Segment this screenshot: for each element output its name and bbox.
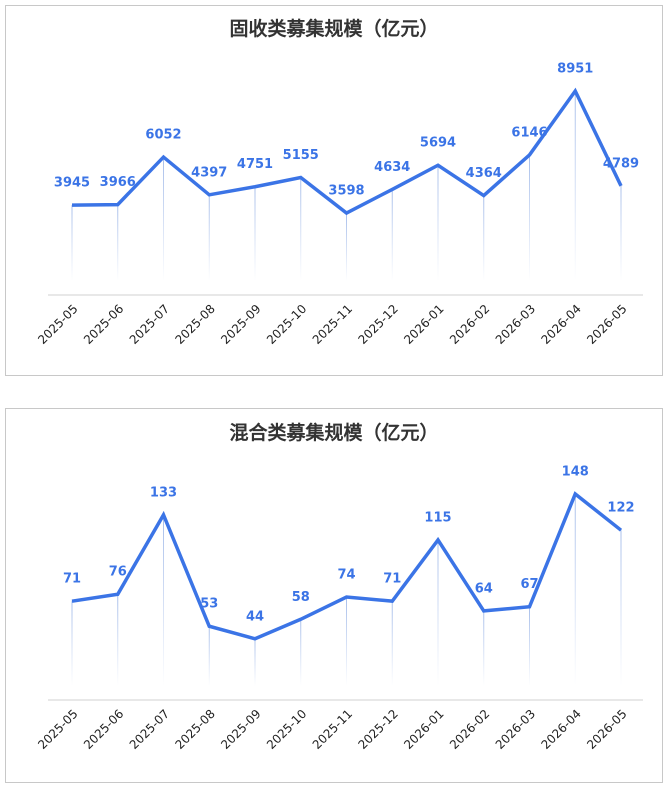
drop-line (254, 186, 256, 281)
drop-line (117, 204, 119, 281)
drop-line (71, 205, 73, 281)
data-label: 76 (109, 565, 127, 580)
data-label: 122 (607, 501, 634, 516)
data-label: 64 (475, 581, 493, 596)
drop-line (437, 165, 439, 281)
drop-line (391, 601, 393, 686)
data-label: 4397 (191, 165, 227, 180)
data-label: 4364 (466, 166, 502, 181)
data-label: 4751 (237, 157, 273, 172)
chart-title: 混合类募集规模（亿元） (229, 421, 438, 444)
data-label: 4634 (374, 160, 410, 175)
drop-line (620, 185, 622, 281)
drop-line (346, 597, 347, 686)
data-label: 5694 (420, 136, 456, 151)
data-label: 5155 (283, 148, 319, 163)
data-label: 4789 (603, 156, 639, 171)
line (71, 87, 623, 216)
chart-title: 固收类募集规模（亿元） (229, 17, 438, 40)
data-label: 71 (383, 572, 401, 587)
data-label: 148 (562, 465, 589, 480)
data-label: 6146 (511, 125, 547, 140)
drop-line (391, 189, 393, 281)
drop-line (529, 154, 530, 281)
data-label: 53 (200, 597, 218, 612)
drop-line (208, 194, 210, 281)
data-label: 3598 (328, 183, 364, 198)
data-label: 6052 (145, 128, 181, 143)
drop-line (483, 610, 485, 686)
drop-line (254, 638, 256, 686)
line (71, 491, 623, 641)
data-label: 3945 (54, 176, 90, 191)
drop-line (529, 606, 530, 686)
drop-line (574, 91, 576, 281)
drop-line (574, 494, 576, 686)
data-label: 44 (246, 609, 264, 624)
data-label: 8951 (557, 62, 593, 77)
data-label: 115 (424, 510, 451, 525)
data-label: 71 (63, 572, 81, 587)
drop-line (163, 514, 164, 686)
data-label: 74 (337, 568, 355, 583)
drop-line (437, 539, 439, 686)
drop-line (71, 601, 73, 686)
drop-line (300, 619, 302, 686)
data-label: 58 (292, 590, 310, 605)
data-label: 3966 (100, 175, 136, 190)
drop-line (300, 177, 302, 281)
panel (5, 5, 663, 376)
drop-line (346, 212, 347, 281)
data-label: 67 (520, 577, 538, 592)
drop-line (163, 157, 164, 281)
drop-line (208, 626, 210, 686)
drop-line (483, 195, 485, 281)
drop-line (620, 530, 622, 686)
data-label: 133 (150, 485, 177, 500)
drop-line (117, 594, 119, 686)
